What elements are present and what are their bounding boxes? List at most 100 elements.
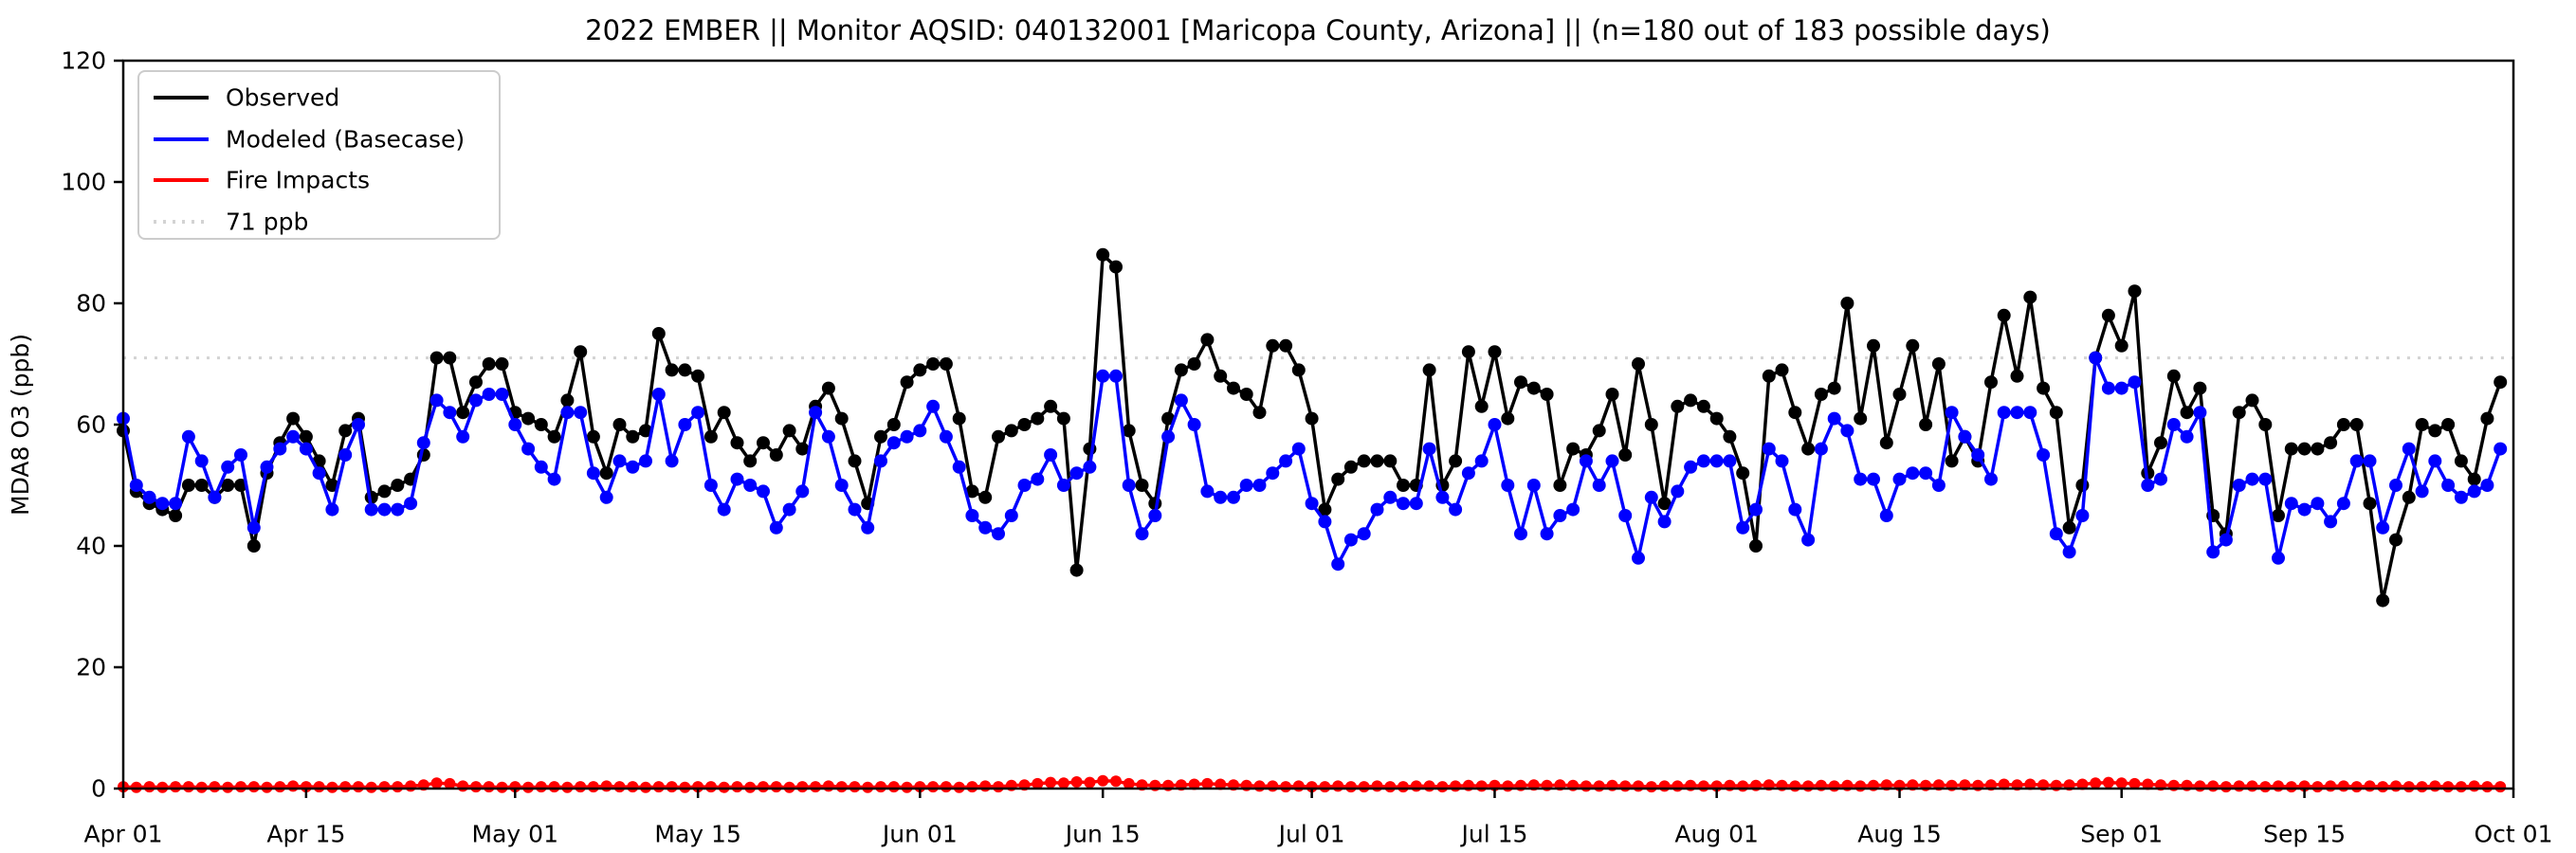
data-point-marker xyxy=(457,780,469,792)
data-point-marker xyxy=(521,442,536,456)
data-point-marker xyxy=(2480,479,2494,492)
data-point-marker xyxy=(1709,411,1724,426)
data-point-marker xyxy=(913,363,927,377)
data-point-marker xyxy=(1879,509,1893,522)
data-point-marker xyxy=(2467,484,2481,499)
data-point-marker xyxy=(1605,454,1619,468)
data-point-marker xyxy=(1461,466,1475,481)
data-point-marker xyxy=(2233,780,2245,792)
data-point-marker xyxy=(822,780,834,792)
data-point-marker xyxy=(299,442,313,456)
data-point-marker xyxy=(483,781,495,793)
data-point-marker xyxy=(391,502,405,517)
data-point-marker xyxy=(1867,338,1880,353)
data-point-marker xyxy=(1252,479,1267,492)
data-point-marker xyxy=(1984,472,1998,486)
data-point-marker xyxy=(639,424,652,438)
data-point-marker xyxy=(1632,357,1645,371)
data-point-marker xyxy=(927,781,940,793)
x-tick-label: Aug 01 xyxy=(1674,820,1759,847)
data-point-marker xyxy=(2284,497,2298,511)
data-point-marker xyxy=(1056,479,1070,492)
data-point-marker xyxy=(1032,777,1044,789)
data-point-marker xyxy=(678,363,692,377)
data-point-marker xyxy=(1358,781,1370,793)
data-point-marker xyxy=(2193,406,2207,420)
data-point-marker xyxy=(2142,778,2154,790)
data-point-marker xyxy=(1370,454,1384,468)
data-point-marker xyxy=(129,479,143,492)
data-point-marker xyxy=(234,448,247,462)
data-point-marker xyxy=(312,466,326,481)
data-point-marker xyxy=(169,497,183,511)
legend-item-observed: Observed xyxy=(154,84,339,112)
data-point-marker xyxy=(2429,780,2441,792)
data-point-marker xyxy=(2037,381,2051,395)
data-point-marker xyxy=(978,490,993,504)
data-point-marker xyxy=(1279,454,1293,468)
data-point-marker xyxy=(1488,345,1502,359)
data-point-marker xyxy=(299,429,313,444)
data-point-marker xyxy=(430,777,443,789)
data-point-marker xyxy=(1762,369,1776,383)
data-point-marker xyxy=(1736,520,1750,535)
data-point-marker xyxy=(222,781,234,793)
data-point-marker xyxy=(1174,393,1188,408)
data-point-marker xyxy=(1056,411,1070,426)
data-point-marker xyxy=(2273,780,2284,792)
data-point-marker xyxy=(2062,520,2076,535)
data-point-marker xyxy=(338,448,353,462)
data-point-marker xyxy=(1749,539,1763,553)
legend-label-fire: Fire Impacts xyxy=(226,167,370,194)
data-point-marker xyxy=(1789,780,1801,792)
data-point-marker xyxy=(194,454,209,468)
data-point-marker xyxy=(274,781,286,793)
data-point-marker xyxy=(535,781,547,793)
data-point-marker xyxy=(1109,260,1123,274)
data-point-marker xyxy=(875,781,886,793)
data-point-marker xyxy=(1004,509,1018,522)
data-point-marker xyxy=(2101,308,2115,322)
data-point-marker xyxy=(1619,780,1632,792)
data-point-marker xyxy=(496,781,508,793)
data-point-marker xyxy=(1906,466,1920,481)
data-point-marker xyxy=(2154,472,2167,486)
plot-axes-layer: 0 20 40 60 80 100 120 Apr 01 Apr 15 May 01 May 15 J… xyxy=(61,47,2552,848)
data-point-marker xyxy=(651,327,666,340)
data-point-marker xyxy=(2114,381,2128,395)
data-point-marker xyxy=(1840,297,1854,310)
data-point-marker xyxy=(1644,490,1658,504)
data-point-marker xyxy=(1122,479,1136,492)
data-point-marker xyxy=(821,429,835,444)
data-point-marker xyxy=(2128,284,2142,299)
y-tick-label: 20 xyxy=(76,654,106,681)
data-point-marker xyxy=(770,781,782,793)
data-point-marker xyxy=(966,781,978,793)
data-point-marker xyxy=(2297,442,2311,456)
observed-line xyxy=(121,253,2502,603)
data-point-marker xyxy=(2454,454,2468,468)
data-point-marker xyxy=(2364,780,2376,792)
legend-item-threshold: 71 ppb xyxy=(154,209,308,236)
data-point-marker xyxy=(1397,497,1410,511)
data-point-marker xyxy=(1696,454,1710,468)
data-point-marker xyxy=(2390,780,2402,792)
data-point-marker xyxy=(470,781,482,793)
data-point-marker xyxy=(1697,780,1709,792)
data-point-marker xyxy=(1201,777,1214,789)
data-point-marker xyxy=(731,781,743,793)
data-point-marker xyxy=(495,357,509,371)
data-point-marker xyxy=(1422,363,1436,377)
data-point-marker xyxy=(548,781,560,793)
data-point-marker xyxy=(2297,502,2311,517)
data-point-marker xyxy=(1122,424,1136,438)
data-point-marker xyxy=(1474,399,1489,413)
data-point-marker xyxy=(1709,454,1724,468)
x-tick-label: Sep 01 xyxy=(2080,820,2163,847)
data-point-marker xyxy=(2402,490,2416,504)
data-point-marker xyxy=(2049,406,2063,420)
plot-series-layer xyxy=(117,247,2508,793)
data-point-marker xyxy=(286,429,301,444)
